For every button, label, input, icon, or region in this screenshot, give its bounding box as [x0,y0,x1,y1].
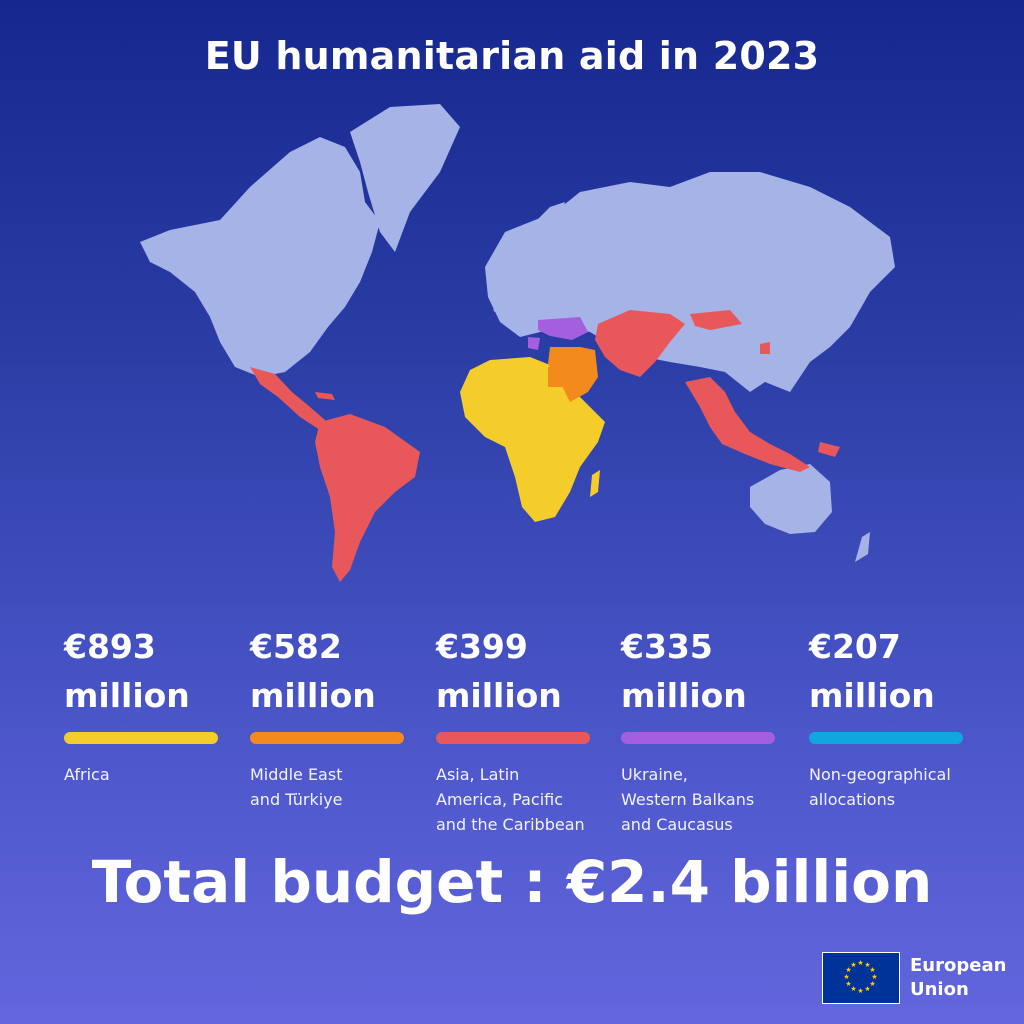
eu-logo: ★ ★ ★ ★ ★ ★ ★ ★ ★ ★ ★ ★ European Union [822,952,1012,1008]
region-label-line: Western Balkans [621,790,755,809]
ukraine-caucasus-shape [538,317,588,340]
egypt-shape [548,367,562,387]
svg-text:★: ★ [845,980,851,988]
region-stat-ukraine: €335 million Ukraine, Western Balkans an… [621,622,801,837]
region-unit: million [809,676,935,715]
eu-flag-icon: ★ ★ ★ ★ ★ ★ ★ ★ ★ ★ ★ ★ [822,952,900,1004]
region-label-line: Non-geographical [809,765,951,784]
north-america-shape [140,137,380,377]
north-korea-shape [760,342,770,354]
region-stat-africa: €893 million Africa [64,622,244,787]
new-zealand-shape [855,532,870,562]
region-color-bar [250,732,404,744]
eu-name-line: Union [910,979,969,1000]
region-label-line: Asia, Latin [436,765,520,784]
region-amount: €893 [64,627,156,666]
region-unit: million [621,676,747,715]
greenland-shape [350,104,460,252]
region-label-line: and Caucasus [621,815,733,834]
region-stat-middle-east: €582 million Middle East and Türkiye [250,622,430,812]
svg-text:★: ★ [871,973,877,981]
region-amount: €207 [809,627,901,666]
region-unit: million [250,676,376,715]
region-color-bar [621,732,775,744]
region-label: Non-geographical allocations [809,762,989,812]
region-stat-non-geographical: €207 million Non-geographical allocation… [809,622,989,812]
madagascar-shape [590,470,600,497]
region-label: Asia, Latin America, Pacific and the Car… [436,762,616,837]
south-america-shape [315,414,420,582]
svg-text:★: ★ [857,987,863,995]
region-label-line: Ukraine, [621,765,688,784]
svg-text:★: ★ [869,966,875,974]
britain-shape [490,280,505,312]
svg-text:★: ★ [850,985,856,993]
central-south-asia-shape [595,310,685,377]
region-amount: €582 [250,627,342,666]
region-label-line: and the Caribbean [436,815,585,834]
total-budget: Total budget : €2.4 billion [91,848,933,916]
svg-text:★: ★ [843,973,849,981]
mexico-central-america-shape [250,367,325,430]
pacific-islands-shape [818,442,840,457]
eu-name-line: European [910,955,1007,976]
svg-text:★: ★ [857,959,863,967]
region-amount: €399 [436,627,528,666]
southeast-asia-shape [685,377,810,472]
svg-text:★: ★ [864,985,870,993]
region-label: Middle East and Türkiye [250,762,430,812]
land-other [140,104,895,562]
region-color-bar [436,732,590,744]
svg-text:★: ★ [850,961,856,969]
caribbean-shape [315,392,335,400]
balkans-shape [528,337,540,350]
region-label-line: America, Pacific [436,790,564,809]
world-map [140,104,895,582]
eu-name: European Union [910,954,1006,1002]
svg-text:★: ★ [869,980,875,988]
eurasia-shape [485,172,895,392]
region-label-line: allocations [809,790,896,809]
middle-east-shape [548,347,598,402]
region-color-bar [64,732,218,744]
svg-text:★: ★ [864,961,870,969]
region-label: Ukraine, Western Balkans and Caucasus [621,762,801,837]
region-color-bar [809,732,963,744]
region-amount: €335 [621,627,713,666]
mongolia-shape [690,310,742,330]
region-label-line: Middle East [250,765,343,784]
scandinavia-shape [535,202,565,252]
region-label-line: and Türkiye [250,790,343,809]
region-label-line: Africa [64,765,110,784]
svg-text:★: ★ [845,966,851,974]
region-unit: million [436,676,562,715]
region-stat-asia-latin-america: €399 million Asia, Latin America, Pacifi… [436,622,616,837]
region-unit: million [64,676,190,715]
region-label: Africa [64,762,244,787]
australia-shape [750,464,832,534]
page-title: EU humanitarian aid in 2023 [204,34,820,78]
